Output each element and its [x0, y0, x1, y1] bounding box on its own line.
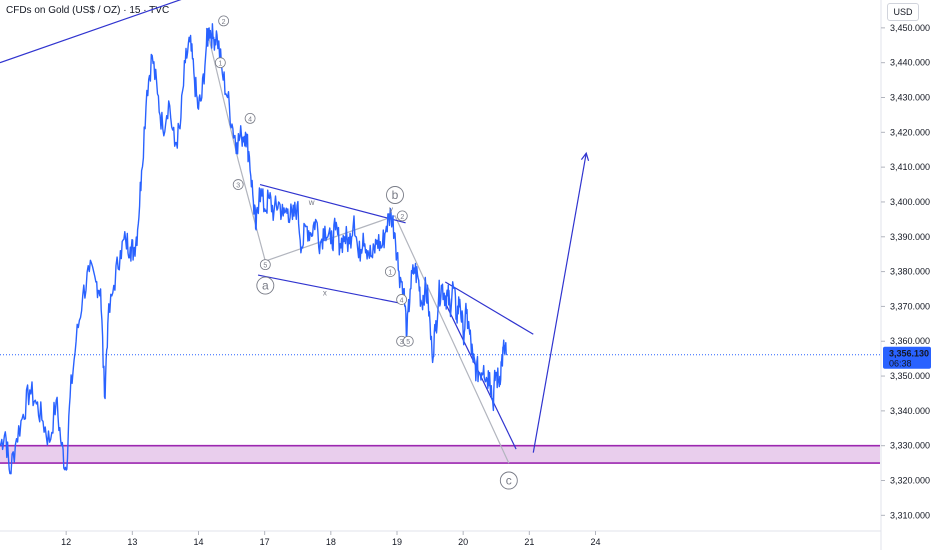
trendline-0: [0, 0, 182, 64]
wave-label-1: 1: [218, 61, 222, 68]
wave-label-11: 1: [388, 270, 392, 277]
currency-button[interactable]: USD: [887, 3, 919, 21]
last-price-tag: 3,356.130 06:38: [883, 346, 931, 369]
wave-label-7: x: [323, 288, 327, 297]
wave-label-circle-14: [402, 335, 414, 347]
wave-label-6: w: [308, 198, 315, 207]
trendline-3: [444, 281, 534, 335]
wave-label-15: c: [506, 474, 512, 488]
price-tick-label-5: 3,360.000: [890, 336, 930, 346]
projection-arrowhead: [580, 151, 590, 162]
wave-label-3: 3: [236, 183, 240, 190]
trendline-5: [532, 153, 587, 453]
wave-label-13: 3: [400, 339, 404, 346]
price-series-line: [0, 23, 507, 475]
price-tick-label-2: 3,330.000: [890, 441, 930, 451]
wave-label-10: 2: [400, 214, 404, 221]
time-tick-label-5: 19: [392, 537, 402, 547]
last-price-label: 3,356.130: [889, 349, 929, 359]
wave-label-circle-12: [396, 294, 408, 305]
price-tick-label-14: 3,450.000: [890, 23, 930, 33]
wave-label-12: 4: [400, 297, 404, 304]
wave-label-circle-11: [384, 266, 396, 277]
wave-label-circle-3: [232, 179, 244, 190]
wave-label-5: a: [262, 279, 269, 293]
time-tick-label-8: 24: [590, 537, 600, 547]
countdown-label: 06:38: [889, 359, 912, 369]
price-tick-label-6: 3,370.000: [890, 301, 930, 311]
time-tick-label-3: 17: [260, 537, 270, 547]
price-tick-label-13: 3,440.000: [890, 58, 930, 68]
wave-label-2: 4: [248, 116, 252, 123]
price-tick-label-11: 3,420.000: [890, 127, 930, 137]
time-tick-label-4: 18: [326, 537, 336, 547]
time-tick-label-1: 13: [127, 537, 137, 547]
wave-label-8: y: [389, 205, 393, 214]
chart-title: CFDs on Gold (US$ / OZ) · 15 · TVC: [6, 5, 170, 16]
trendline-1: [259, 183, 406, 224]
time-tick-label-7: 21: [524, 537, 534, 547]
price-tick-label-0: 3,310.000: [890, 510, 930, 520]
price-tick-label-12: 3,430.000: [890, 92, 930, 102]
wave-label-circle-9: [386, 186, 404, 204]
wave-label-circle-15: [499, 471, 518, 490]
wave-label-0: 2: [222, 19, 226, 26]
price-axis[interactable]: 3,310.000 3,320.000 3,330.000 3,340.000 3,35…: [880, 0, 930, 550]
wave-label-4: 5: [263, 263, 267, 270]
wave-label-circle-2: [244, 112, 256, 124]
wave-label-circle-10: [396, 210, 408, 222]
time-tick-label-0: 12: [61, 537, 71, 547]
price-tick-label-9: 3,400.000: [890, 197, 930, 207]
time-axis[interactable]: 12 13 14 17 18 19 20 21 24: [0, 530, 881, 547]
price-tick-label-4: 3,350.000: [890, 371, 930, 381]
price-tick-label-7: 3,380.000: [890, 267, 930, 277]
price-tick-label-3: 3,340.000: [890, 406, 930, 416]
target-zone: [0, 445, 880, 464]
price-tick-label-10: 3,410.000: [890, 162, 930, 172]
price-tick-label-8: 3,390.000: [890, 232, 930, 242]
wave-label-circle-0: [218, 15, 230, 27]
time-tick-label-2: 14: [193, 537, 203, 547]
last-price-marker: [883, 346, 931, 369]
time-tick-label-6: 20: [458, 537, 468, 547]
wave-label-14: 5: [406, 339, 410, 346]
wave-label-circle-5: [256, 276, 275, 295]
trendline-2: [257, 274, 400, 304]
wave-label-circle-4: [259, 259, 271, 271]
wave-label-9: b: [392, 188, 399, 202]
price-tick-label-1: 3,320.000: [890, 476, 930, 486]
wave-label-circle-1: [214, 57, 226, 69]
